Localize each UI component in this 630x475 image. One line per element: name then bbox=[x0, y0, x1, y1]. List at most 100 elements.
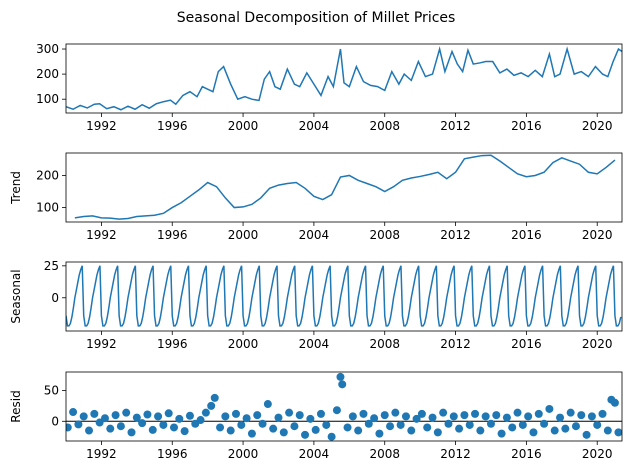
x-tick-label: 2008 bbox=[369, 447, 400, 461]
resid-point bbox=[577, 411, 586, 420]
x-tick-label: 2016 bbox=[511, 337, 542, 351]
resid-point bbox=[471, 409, 480, 418]
resid-panel: 1992 1996 2000 2004 2008 2012 2016 2020 0 50 Resid bbox=[9, 371, 623, 461]
x-tick-label: 2016 bbox=[511, 228, 542, 242]
seasonal-plot-area bbox=[66, 265, 622, 327]
resid-point bbox=[295, 411, 304, 420]
resid-point bbox=[290, 422, 299, 431]
resid-point bbox=[587, 412, 596, 421]
resid-point bbox=[242, 414, 251, 423]
resid-point bbox=[364, 419, 373, 428]
x-tick-label: 2012 bbox=[440, 119, 471, 133]
resid-point bbox=[90, 409, 99, 418]
resid-point bbox=[332, 406, 341, 415]
x-tick-label: 2016 bbox=[511, 119, 542, 133]
x-tick-label: 1992 bbox=[86, 337, 117, 351]
resid-point bbox=[412, 414, 421, 423]
observed-line bbox=[66, 46, 622, 111]
resid-point bbox=[338, 380, 347, 389]
seasonal-line bbox=[66, 265, 622, 327]
resid-point bbox=[423, 423, 432, 432]
x-tick-label: 2000 bbox=[228, 337, 259, 351]
observed-axes-frame bbox=[65, 43, 623, 114]
resid-point bbox=[354, 426, 363, 435]
resid-point bbox=[79, 412, 88, 421]
resid-point bbox=[359, 409, 368, 418]
resid-point bbox=[550, 426, 559, 435]
resid-point bbox=[529, 428, 538, 437]
resid-point bbox=[69, 408, 78, 417]
resid-point bbox=[127, 428, 136, 437]
resid-point bbox=[614, 428, 622, 437]
resid-point bbox=[269, 424, 278, 433]
observed-panel: 1992 1996 2000 2004 2008 2012 2016 2020 100 200 30… bbox=[36, 42, 623, 133]
resid-point bbox=[66, 423, 72, 432]
x-tick-label: 1996 bbox=[157, 119, 188, 133]
resid-point bbox=[603, 426, 612, 435]
resid-point bbox=[216, 423, 225, 432]
resid-axes-frame bbox=[65, 371, 623, 442]
resid-point bbox=[348, 412, 357, 421]
x-tick-label: 2012 bbox=[440, 447, 471, 461]
resid-point bbox=[100, 414, 109, 423]
resid-point bbox=[497, 429, 506, 438]
resid-point bbox=[285, 408, 294, 417]
resid-point bbox=[444, 419, 453, 428]
y-tick-label: 50 bbox=[44, 383, 59, 397]
resid-point bbox=[556, 413, 565, 422]
x-tick-label: 2000 bbox=[228, 228, 259, 242]
resid-point bbox=[301, 430, 310, 439]
resid-point bbox=[221, 412, 230, 421]
x-tick-label: 2016 bbox=[511, 447, 542, 461]
resid-point bbox=[610, 398, 619, 407]
resid-point bbox=[407, 426, 416, 435]
resid-point bbox=[380, 411, 389, 420]
resid-point bbox=[598, 409, 607, 418]
resid-point bbox=[534, 409, 543, 418]
resid-point bbox=[138, 419, 147, 428]
x-tick-label: 2012 bbox=[440, 228, 471, 242]
x-tick-label: 1992 bbox=[86, 119, 117, 133]
x-tick-label: 2000 bbox=[228, 447, 259, 461]
resid-point bbox=[279, 428, 288, 437]
x-tick-label: 2004 bbox=[299, 228, 330, 242]
resid-point bbox=[593, 420, 602, 429]
resid-point bbox=[132, 413, 141, 422]
resid-point bbox=[154, 412, 163, 421]
x-tick-label: 2020 bbox=[582, 337, 613, 351]
x-tick-label: 1996 bbox=[157, 337, 188, 351]
resid-point bbox=[263, 400, 272, 409]
resid-point bbox=[231, 409, 240, 418]
x-tick-label: 2012 bbox=[440, 337, 471, 351]
resid-point bbox=[185, 411, 194, 420]
x-tick-label: 2020 bbox=[582, 447, 613, 461]
y-tick-label: 0 bbox=[51, 291, 59, 305]
resid-point bbox=[508, 423, 517, 432]
resid-point bbox=[460, 411, 469, 420]
resid-point bbox=[465, 420, 474, 429]
trend-line bbox=[74, 154, 616, 220]
y-tick-label: 0 bbox=[51, 414, 59, 428]
resid-point bbox=[486, 419, 495, 428]
resid-point bbox=[111, 411, 120, 420]
x-tick-label: 2004 bbox=[299, 447, 330, 461]
y-tick-label: 100 bbox=[36, 92, 59, 106]
resid-point bbox=[258, 419, 267, 428]
resid-point bbox=[306, 414, 315, 423]
trend-ylabel: Trend bbox=[9, 171, 23, 205]
x-tick-label: 1996 bbox=[157, 447, 188, 461]
x-tick-label: 2020 bbox=[582, 228, 613, 242]
x-tick-label: 1992 bbox=[86, 447, 117, 461]
resid-point bbox=[237, 420, 246, 429]
y-tick-label: 200 bbox=[36, 67, 59, 81]
x-tick-label: 2008 bbox=[369, 228, 400, 242]
resid-point bbox=[201, 408, 210, 417]
y-tick-label: 25 bbox=[44, 259, 59, 273]
resid-point bbox=[417, 409, 426, 418]
resid-point bbox=[164, 409, 173, 418]
resid-point bbox=[582, 430, 591, 439]
resid-point bbox=[524, 412, 533, 421]
resid-point bbox=[428, 413, 437, 422]
x-tick-label: 1992 bbox=[86, 228, 117, 242]
